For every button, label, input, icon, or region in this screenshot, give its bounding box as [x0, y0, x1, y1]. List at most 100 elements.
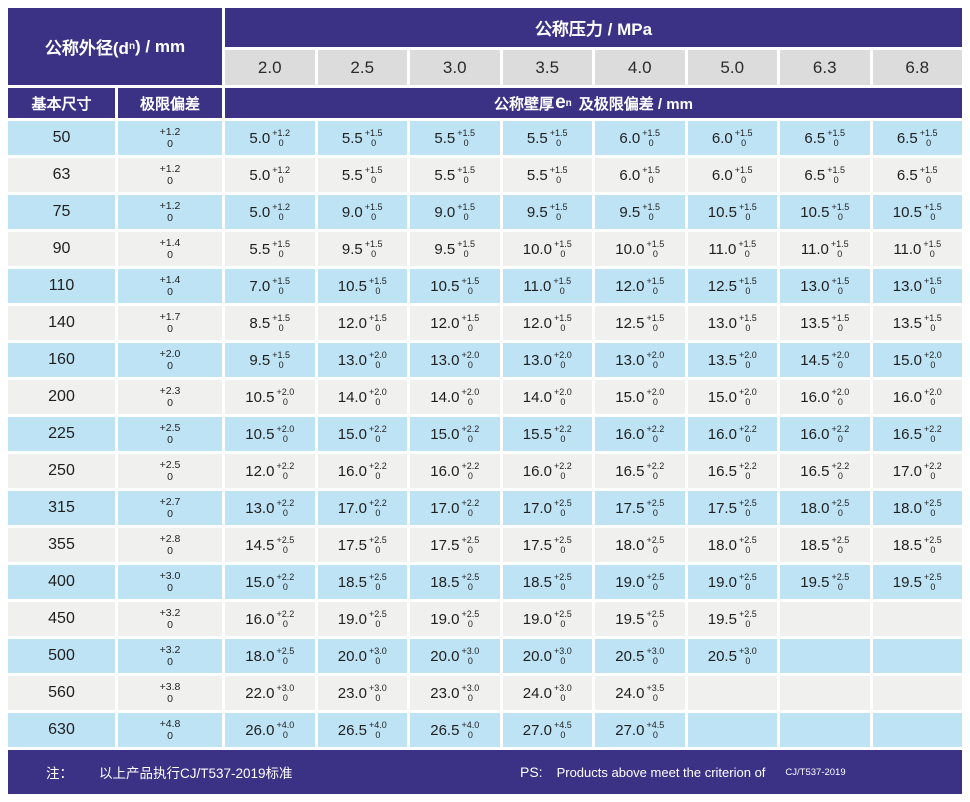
wall-thickness-subscript: n — [565, 97, 572, 109]
empty-cell — [780, 713, 870, 747]
thickness-cell: 10.5 +1.5 0 — [780, 195, 870, 229]
thickness-cell: 15.0 +2.2 0 — [317, 417, 407, 451]
thickness-cell: 17.5 +2.5 0 — [502, 528, 592, 562]
thickness-cell: 15.0 +2.0 0 — [872, 343, 962, 377]
thickness-cell: 26.5 +4.0 0 — [317, 713, 407, 747]
pressure-col-header: 3.5 — [502, 50, 592, 85]
dn-cell: 630 — [8, 713, 115, 747]
thickness-cell: 14.0 +2.0 0 — [317, 380, 407, 414]
thickness-cell: 18.5 +2.5 0 — [780, 528, 870, 562]
thickness-cell: 18.0 +2.5 0 — [687, 528, 777, 562]
thickness-cell: 15.0 +2.2 0 — [225, 565, 315, 599]
tolerance-cell: +1.7 0 — [118, 306, 222, 340]
tolerance-cell: +2.3 0 — [118, 380, 222, 414]
wall-thickness-symbol: e — [555, 92, 566, 113]
thickness-cell: 14.5 +2.5 0 — [225, 528, 315, 562]
tolerance-cell: +4.8 0 — [118, 713, 222, 747]
thickness-cell: 10.5 +2.0 0 — [225, 380, 315, 414]
thickness-cell: 13.0 +1.5 0 — [687, 306, 777, 340]
thickness-cell: 24.0 +3.5 0 — [595, 676, 685, 710]
ps-text: Products above meet the criterion of — [556, 764, 766, 780]
thickness-cell: 17.5 +2.5 0 — [687, 491, 777, 525]
dn-cell: 250 — [8, 454, 115, 488]
pressure-col-header: 6.3 — [780, 50, 870, 85]
thickness-cell: 12.5 +1.5 0 — [687, 269, 777, 303]
dn-cell: 315 — [8, 491, 115, 525]
thickness-cell: 20.5 +3.0 0 — [595, 639, 685, 673]
thickness-cell: 19.5 +2.5 0 — [595, 602, 685, 636]
thickness-cell: 18.5 +2.5 0 — [872, 528, 962, 562]
thickness-cell: 15.5 +2.2 0 — [502, 417, 592, 451]
thickness-cell: 20.0 +3.0 0 — [502, 639, 592, 673]
footer-ps: PS: Products above meet the criterion of… — [520, 764, 846, 780]
thickness-cell: 12.0 +1.5 0 — [595, 269, 685, 303]
thickness-cell: 16.0 +2.2 0 — [225, 602, 315, 636]
thickness-cell: 17.5 +2.5 0 — [317, 528, 407, 562]
dn-cell: 110 — [8, 269, 115, 303]
tolerance-cell: +2.8 0 — [118, 528, 222, 562]
thickness-cell: 20.0 +3.0 0 — [410, 639, 500, 673]
pressure-col-header: 6.8 — [872, 50, 962, 85]
thickness-cell: 5.0 +1.2 0 — [225, 195, 315, 229]
thickness-cell: 10.5 +1.5 0 — [872, 195, 962, 229]
tolerance-cell: +2.0 0 — [118, 343, 222, 377]
empty-cell — [872, 602, 962, 636]
thickness-cell: 13.0 +2.2 0 — [225, 491, 315, 525]
wall-thickness-unit: 及极限偏差 / mm — [578, 95, 693, 113]
thickness-cell: 18.5 +2.5 0 — [502, 565, 592, 599]
thickness-cell: 16.0 +2.2 0 — [595, 417, 685, 451]
thickness-cell: 10.5 +1.5 0 — [687, 195, 777, 229]
basic-size-header: 基本尺寸 — [8, 88, 115, 118]
thickness-cell: 19.5 +2.5 0 — [872, 565, 962, 599]
dn-cell: 140 — [8, 306, 115, 340]
thickness-cell: 12.0 +1.5 0 — [317, 306, 407, 340]
thickness-cell: 17.0 +2.2 0 — [410, 491, 500, 525]
empty-cell — [780, 639, 870, 673]
thickness-cell: 16.0 +2.2 0 — [502, 454, 592, 488]
tolerance-cell: +2.5 0 — [118, 454, 222, 488]
thickness-cell: 11.0 +1.5 0 — [872, 232, 962, 266]
thickness-cell: 22.0 +3.0 0 — [225, 676, 315, 710]
wall-thickness-label: 公称壁厚 — [494, 95, 555, 113]
thickness-cell: 18.0 +2.5 0 — [780, 491, 870, 525]
footer-band: 注： 以上产品执行CJ/T537-2019标准 PS: Products abo… — [8, 750, 962, 794]
pressure-col-header: 2.5 — [317, 50, 407, 85]
thickness-cell: 24.0 +3.0 0 — [502, 676, 592, 710]
thickness-cell: 14.0 +2.0 0 — [502, 380, 592, 414]
thickness-cell: 19.5 +2.5 0 — [780, 565, 870, 599]
thickness-cell: 14.0 +2.0 0 — [410, 380, 500, 414]
thickness-cell: 13.0 +2.0 0 — [410, 343, 500, 377]
pressure-col-header: 2.0 — [225, 50, 315, 85]
tolerance-cell: +2.5 0 — [118, 417, 222, 451]
thickness-cell: 16.0 +2.2 0 — [780, 417, 870, 451]
thickness-cell: 16.5 +2.2 0 — [780, 454, 870, 488]
thickness-cell: 6.5 +1.5 0 — [780, 121, 870, 155]
dn-cell: 63 — [8, 158, 115, 192]
dn-cell: 200 — [8, 380, 115, 414]
thickness-cell: 19.0 +2.5 0 — [502, 602, 592, 636]
thickness-cell: 5.5 +1.5 0 — [410, 158, 500, 192]
thickness-cell: 6.0 +1.5 0 — [595, 158, 685, 192]
dn-cell: 75 — [8, 195, 115, 229]
footer-note: 注： 以上产品执行CJ/T537-2019标准 — [46, 762, 293, 782]
dn-cell: 450 — [8, 602, 115, 636]
tolerance-cell: +3.0 0 — [118, 565, 222, 599]
pressure-col-header: 3.0 — [410, 50, 500, 85]
empty-cell — [872, 676, 962, 710]
tolerance-cell: +1.2 0 — [118, 158, 222, 192]
thickness-cell: 6.5 +1.5 0 — [872, 121, 962, 155]
thickness-cell: 5.5 +1.5 0 — [225, 232, 315, 266]
empty-cell — [872, 639, 962, 673]
thickness-cell: 23.0 +3.0 0 — [410, 676, 500, 710]
tolerance-cell: +2.7 0 — [118, 491, 222, 525]
thickness-cell: 16.0 +2.0 0 — [780, 380, 870, 414]
thickness-cell: 19.0 +2.5 0 — [317, 602, 407, 636]
thickness-cell: 15.0 +2.0 0 — [595, 380, 685, 414]
thickness-cell: 9.5 +1.5 0 — [502, 195, 592, 229]
empty-cell — [780, 602, 870, 636]
dn-cell: 225 — [8, 417, 115, 451]
thickness-cell: 13.0 +2.0 0 — [502, 343, 592, 377]
thickness-cell: 10.5 +2.0 0 — [225, 417, 315, 451]
thickness-cell: 16.0 +2.2 0 — [410, 454, 500, 488]
